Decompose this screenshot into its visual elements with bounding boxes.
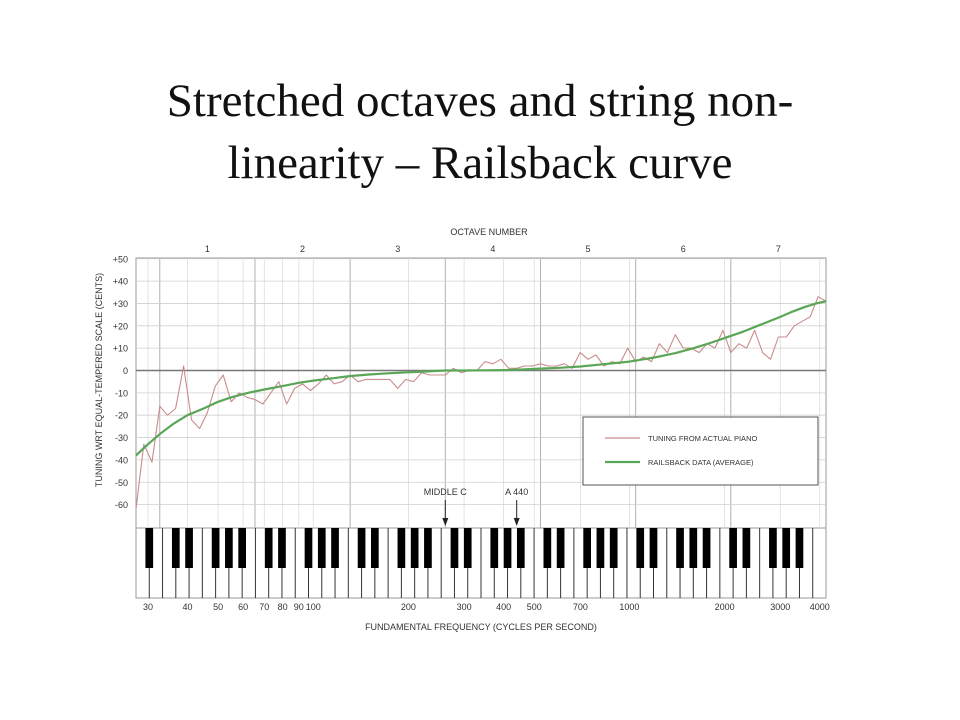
y-tick-label: +50 xyxy=(113,254,128,264)
y-tick-label: -30 xyxy=(115,433,128,443)
octave-label: 7 xyxy=(776,244,781,254)
x-tick-label: 90 xyxy=(294,602,304,612)
octave-label: 5 xyxy=(586,244,591,254)
y-tick-label: -60 xyxy=(115,500,128,510)
x-tick-label: 400 xyxy=(496,602,511,612)
y-tick-label: -40 xyxy=(115,455,128,465)
x-tick-label: 3000 xyxy=(770,602,790,612)
black-key xyxy=(317,528,326,568)
black-key xyxy=(676,528,684,568)
annotation-arrow-head xyxy=(513,518,520,526)
x-tick-label: 40 xyxy=(182,602,192,612)
black-key xyxy=(596,528,605,568)
black-key xyxy=(543,528,552,568)
x-axis-title: FUNDAMENTAL FREQUENCY (CYCLES PER SECOND… xyxy=(365,622,597,632)
black-key xyxy=(636,528,645,568)
annotation-middle-c: MIDDLE C xyxy=(424,487,468,497)
annotation-arrow-head xyxy=(442,518,449,526)
black-key xyxy=(304,528,313,568)
black-key xyxy=(450,528,459,568)
x-tick-label: 100 xyxy=(306,602,321,612)
octave-label: 1 xyxy=(205,244,210,254)
black-key xyxy=(795,528,804,568)
black-key xyxy=(782,528,791,568)
black-key xyxy=(556,528,565,568)
black-key xyxy=(769,528,777,568)
y-tick-label: 0 xyxy=(123,366,128,376)
black-key xyxy=(516,528,525,568)
black-key xyxy=(357,528,366,568)
x-tick-label: 300 xyxy=(457,602,472,612)
y-tick-label: -50 xyxy=(115,478,128,488)
annotation-a440: A 440 xyxy=(505,487,528,497)
piano-keyboard xyxy=(145,528,814,598)
legend-box xyxy=(582,416,819,486)
black-key xyxy=(463,528,472,568)
black-key xyxy=(410,528,419,568)
series-actual-piano-line xyxy=(135,296,827,510)
y-axis-title: TUNING WRT EQUAL-TEMPERED SCALE (CENTS) xyxy=(94,273,104,487)
slide-title: Stretched octaves and string non- linear… xyxy=(0,70,960,194)
black-key xyxy=(238,528,247,568)
black-key xyxy=(397,528,406,568)
black-key xyxy=(211,528,220,568)
black-key xyxy=(331,528,339,568)
series-railsback-line xyxy=(135,300,827,457)
x-tick-label: 500 xyxy=(527,602,542,612)
black-key xyxy=(370,528,379,568)
slide-title-line-2: linearity – Railsback curve xyxy=(227,137,733,189)
legend-label: TUNING FROM ACTUAL PIANO xyxy=(648,434,757,443)
chart-labels: +50 +40 +30 +20 +10 0 -10 -20 -30 -40 -50 -60 30 40 50… xyxy=(94,227,830,632)
octave-label: 4 xyxy=(490,244,495,254)
y-tick-label: +10 xyxy=(113,344,128,354)
y-tick-label: -20 xyxy=(115,411,128,421)
chart-series xyxy=(135,296,827,510)
black-key xyxy=(171,528,180,568)
black-key xyxy=(609,528,618,568)
x-tick-label: 1000 xyxy=(619,602,639,612)
y-tick-label: +40 xyxy=(113,277,128,287)
x-tick-label: 4000 xyxy=(810,602,830,612)
x-tick-label: 2000 xyxy=(715,602,735,612)
x-tick-label: 50 xyxy=(213,602,223,612)
black-key xyxy=(278,528,286,568)
black-key xyxy=(264,528,273,568)
legend-label: RAILSBACK DATA (AVERAGE) xyxy=(648,458,754,467)
black-key xyxy=(145,528,154,568)
black-key xyxy=(490,528,499,568)
black-key xyxy=(185,528,193,568)
black-key xyxy=(583,528,592,568)
x-tick-label: 30 xyxy=(143,602,153,612)
black-key xyxy=(689,528,698,568)
x-tick-label: 200 xyxy=(401,602,416,612)
slide-title-line-1: Stretched octaves and string non- xyxy=(166,75,794,127)
black-key xyxy=(649,528,658,568)
octave-label: 6 xyxy=(681,244,686,254)
black-key xyxy=(503,528,512,568)
y-tick-label: +30 xyxy=(113,299,128,309)
x-tick-label: 700 xyxy=(573,602,588,612)
black-key xyxy=(424,528,432,568)
x-tick-label: 70 xyxy=(259,602,269,612)
black-key xyxy=(742,528,751,568)
octave-label: 2 xyxy=(300,244,305,254)
x-tick-label: 60 xyxy=(238,602,248,612)
x-tick-label: 80 xyxy=(278,602,288,612)
y-tick-label: +20 xyxy=(113,321,128,331)
black-key xyxy=(702,528,711,568)
black-key xyxy=(225,528,233,568)
legend: TUNING FROM ACTUAL PIANO RAILSBACK DATA (… xyxy=(582,416,819,486)
y-tick-label: -10 xyxy=(115,388,128,398)
octave-label: 3 xyxy=(395,244,400,254)
chart-top-title: OCTAVE NUMBER xyxy=(450,227,528,237)
black-key xyxy=(729,528,737,568)
